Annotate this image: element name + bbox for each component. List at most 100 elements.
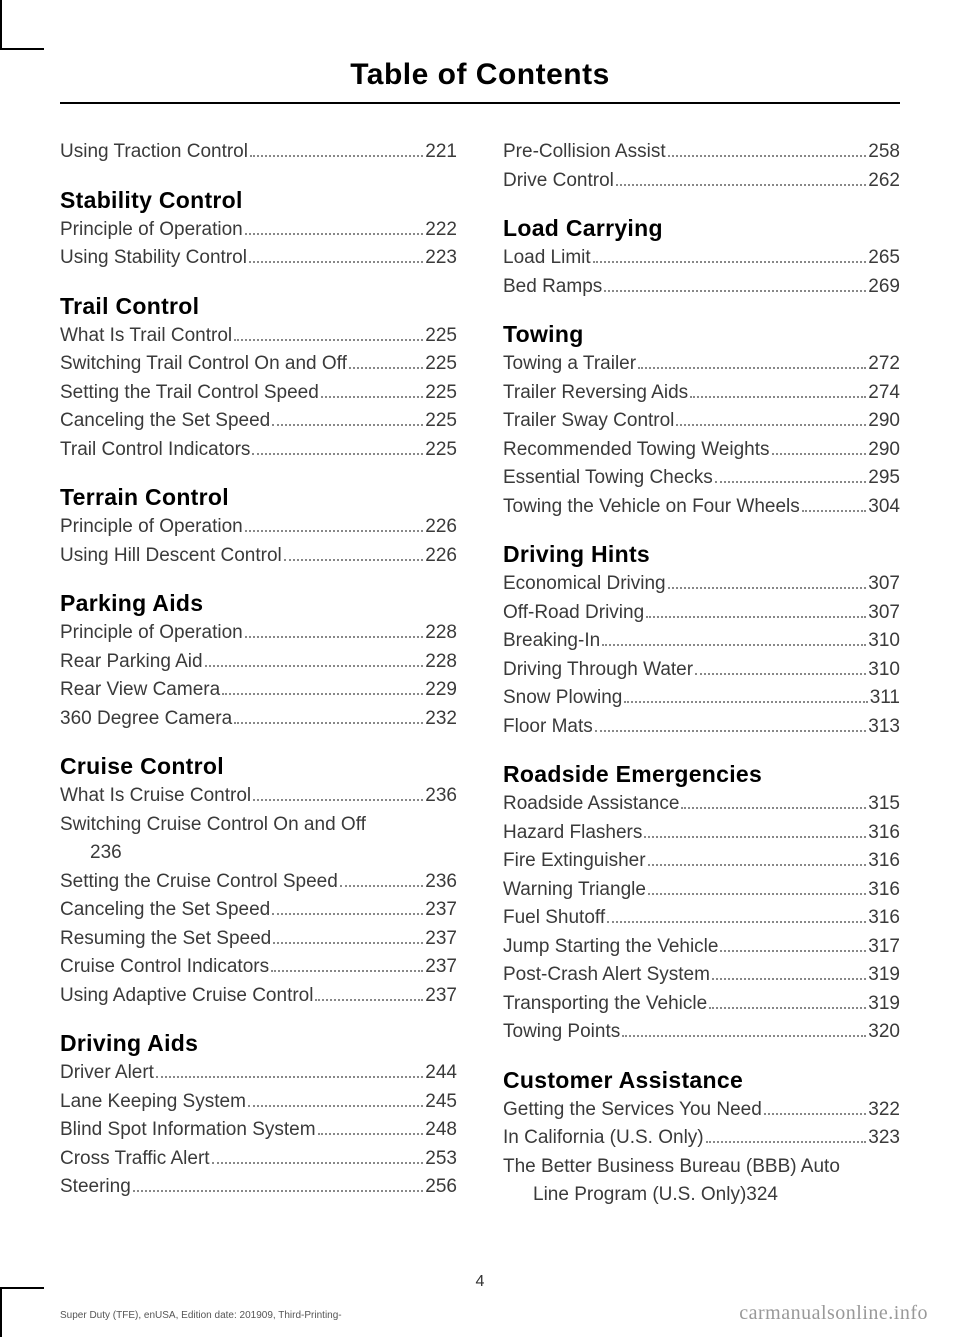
toc-entry-page: 225 [425,350,457,379]
toc-entry-page: 221 [425,138,457,167]
toc-entry-continuation: 236 [60,839,457,868]
toc-entry-page: 245 [425,1088,457,1117]
toc-entry[interactable]: What Is Cruise Control 236 [60,782,457,811]
toc-entry[interactable]: Fuel Shutoff 316 [503,904,900,933]
toc-entry-page: 237 [425,925,457,954]
toc-entry[interactable]: Towing Points 320 [503,1018,900,1047]
toc-entry[interactable]: Principle of Operation 226 [60,513,457,542]
toc-entry[interactable]: Trailer Sway Control 290 [503,407,900,436]
toc-entry[interactable]: Floor Mats 313 [503,713,900,742]
toc-entry[interactable]: Principle of Operation 222 [60,216,457,245]
toc-entry-label: Fuel Shutoff [503,904,605,933]
toc-entry-page: 290 [868,436,900,465]
toc-entry-label: Load Limit [503,244,591,273]
page-number: 4 [0,1273,960,1291]
toc-entry[interactable]: Jump Starting the Vehicle 317 [503,933,900,962]
toc-entry-label: Towing the Vehicle on Four Wheels [503,493,800,522]
toc-entry[interactable]: Breaking-In 310 [503,627,900,656]
toc-entry[interactable]: Roadside Assistance 315 [503,790,900,819]
toc-entry[interactable]: Towing the Vehicle on Four Wheels 304 [503,493,900,522]
toc-entry[interactable]: Rear Parking Aid 228 [60,648,457,677]
toc-entry[interactable]: Trail Control Indicators 225 [60,436,457,465]
toc-entry-page: 317 [868,933,900,962]
toc-leader-dots [764,1113,867,1115]
toc-entry[interactable]: Towing a Trailer 272 [503,350,900,379]
toc-entry[interactable]: Post-Crash Alert System 319 [503,961,900,990]
toc-entry-page: 265 [868,244,900,273]
toc-entry-label: Post-Crash Alert System [503,961,710,990]
toc-entry[interactable]: Warning Triangle 316 [503,876,900,905]
toc-entry-label: Floor Mats [503,713,593,742]
toc-entry[interactable]: Pre-Collision Assist 258 [503,138,900,167]
toc-entry[interactable]: Cross Traffic Alert 253 [60,1145,457,1174]
toc-entry[interactable]: Driving Through Water 310 [503,656,900,685]
toc-entry[interactable]: Canceling the Set Speed 225 [60,407,457,436]
toc-leader-dots [222,693,423,695]
toc-entry-page: 228 [425,619,457,648]
toc-entry[interactable]: Steering 256 [60,1173,457,1202]
toc-entry-page: 316 [868,876,900,905]
toc-entry[interactable]: Snow Plowing 311 [503,684,900,713]
toc-entry-page: 236 [425,868,457,897]
toc-entry[interactable]: Cruise Control Indicators 237 [60,953,457,982]
toc-entry-page: 304 [868,493,900,522]
toc-entry-label: Pre-Collision Assist [503,138,666,167]
toc-entry[interactable]: Setting the Trail Control Speed 225 [60,379,457,408]
toc-entry[interactable]: Recommended Towing Weights 290 [503,436,900,465]
toc-leader-dots [250,155,423,157]
toc-entry[interactable]: Switching Trail Control On and Off 225 [60,350,457,379]
crop-mark-bottom-left [0,1287,44,1337]
toc-entry-page: 307 [868,570,900,599]
toc-entry-page: 310 [868,656,900,685]
toc-entry[interactable]: Driver Alert 244 [60,1059,457,1088]
toc-leader-dots [340,885,424,887]
toc-entry[interactable]: Drive Control 262 [503,167,900,196]
toc-entry-page: 222 [425,216,457,245]
toc-entry[interactable]: Trailer Reversing Aids 274 [503,379,900,408]
toc-leader-dots [253,799,423,801]
toc-entry[interactable]: Essential Towing Checks 295 [503,464,900,493]
toc-entry-label: Driver Alert [60,1059,154,1088]
toc-entry-page: 236 [425,782,457,811]
toc-entry[interactable]: Transporting the Vehicle 319 [503,990,900,1019]
page-content: Table of Contents Using Traction Control… [0,0,960,1210]
toc-entry[interactable]: The Better Business Bureau (BBB) AutoLin… [503,1153,900,1210]
toc-entry[interactable]: Load Limit 265 [503,244,900,273]
toc-entry[interactable]: Using Hill Descent Control 226 [60,542,457,571]
toc-entry-page: 320 [868,1018,900,1047]
toc-entry[interactable]: Canceling the Set Speed 237 [60,896,457,925]
toc-leader-dots [205,665,424,667]
toc-leader-dots [593,261,867,263]
toc-entry[interactable]: Using Stability Control 223 [60,244,457,273]
toc-entry[interactable]: Bed Ramps 269 [503,273,900,302]
footer-edition-info: Super Duty (TFE), enUSA, Edition date: 2… [60,1310,342,1321]
section-heading: Towing [503,321,900,348]
toc-leader-dots [349,367,423,369]
toc-entry[interactable]: Blind Spot Information System 248 [60,1116,457,1145]
toc-entry[interactable]: Using Adaptive Cruise Control 237 [60,982,457,1011]
toc-leader-dots [668,587,867,589]
toc-entry[interactable]: 360 Degree Camera 232 [60,705,457,734]
toc-entry[interactable]: In California (U.S. Only) 323 [503,1124,900,1153]
toc-entry[interactable]: Off-Road Driving 307 [503,599,900,628]
toc-entry[interactable]: Getting the Services You Need 322 [503,1096,900,1125]
toc-entry[interactable]: Hazard Flashers 316 [503,819,900,848]
toc-entry[interactable]: Using Traction Control 221 [60,138,457,167]
section-heading: Driving Aids [60,1030,457,1057]
toc-entry[interactable]: Lane Keeping System 245 [60,1088,457,1117]
toc-entry-page: 311 [870,684,900,713]
toc-leader-dots [272,913,423,915]
toc-entry[interactable]: Switching Cruise Control On and Off 236 [60,811,457,868]
toc-entry[interactable]: Rear View Camera 229 [60,676,457,705]
toc-entry[interactable]: What Is Trail Control 225 [60,322,457,351]
toc-entry-page: 232 [425,705,457,734]
toc-entry[interactable]: Economical Driving 307 [503,570,900,599]
toc-entry[interactable]: Fire Extinguisher 316 [503,847,900,876]
toc-leader-dots [234,722,423,724]
toc-entry[interactable]: Resuming the Set Speed 237 [60,925,457,954]
toc-entry[interactable]: Setting the Cruise Control Speed 236 [60,868,457,897]
toc-leader-dots [676,424,866,426]
toc-entry[interactable]: Principle of Operation 228 [60,619,457,648]
toc-entry-label: Principle of Operation [60,619,243,648]
section-heading: Terrain Control [60,484,457,511]
